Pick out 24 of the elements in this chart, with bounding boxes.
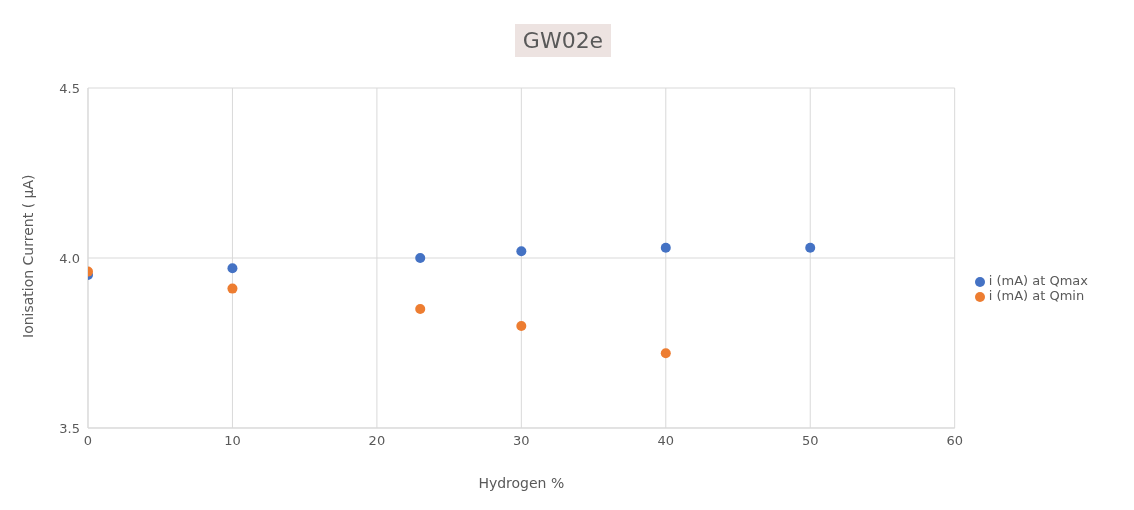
y-tick-label: 4.0: [59, 250, 80, 266]
x-tick-label: 50: [801, 433, 819, 449]
point: [516, 246, 527, 257]
x-tick-label: 60: [946, 433, 963, 449]
x-tick-label: 20: [368, 433, 386, 449]
x-axis-title: Hydrogen %: [478, 474, 565, 491]
point: [660, 348, 671, 359]
point: [516, 321, 527, 331]
y-tick-label: 3.5: [59, 420, 80, 436]
legend-label: i (mA) at Qmin: [988, 288, 1085, 303]
point: [660, 242, 671, 253]
chart-title: GW02e: [514, 24, 612, 57]
point: [227, 283, 238, 294]
y-axis-title: Ionisation Current ( µA): [19, 174, 36, 338]
point: [415, 304, 426, 314]
point: [415, 253, 426, 263]
legend-label: i (mA) at Qmax: [988, 273, 1088, 288]
x-tick-label: 10: [224, 433, 241, 449]
y-tick-label: 4.5: [59, 80, 80, 96]
x-tick-label: 0: [83, 433, 93, 449]
x-tick-label: 30: [513, 433, 530, 449]
point: [805, 242, 816, 253]
x-tick-label: 40: [657, 433, 675, 449]
point: [227, 263, 238, 274]
